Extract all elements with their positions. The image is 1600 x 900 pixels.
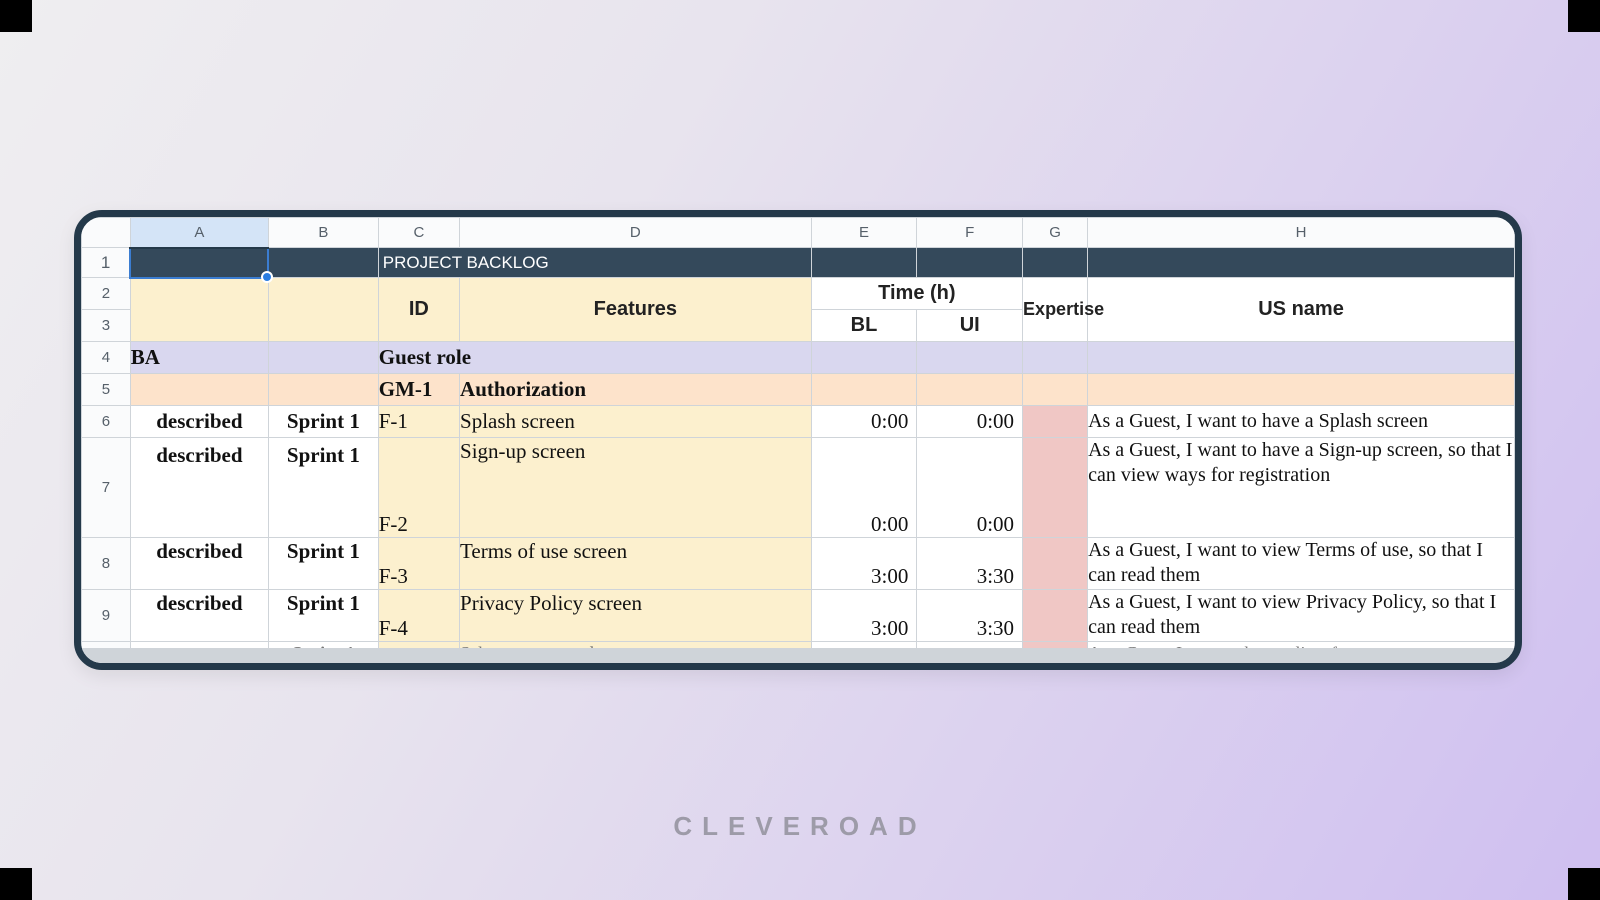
r2-sprint[interactable]: Sprint 1 bbox=[268, 538, 378, 590]
active-cell-A1[interactable] bbox=[130, 248, 268, 278]
row-header-2[interactable]: 2 bbox=[82, 278, 131, 310]
header-id[interactable]: ID bbox=[378, 278, 459, 342]
r3-bl[interactable]: 3:00 bbox=[811, 590, 917, 642]
r2-bl[interactable]: 3:00 bbox=[811, 538, 917, 590]
cell-B2[interactable] bbox=[268, 278, 378, 342]
col-header-H[interactable]: H bbox=[1088, 218, 1515, 248]
r0-us[interactable]: As a Guest, I want to have a Splash scre… bbox=[1088, 406, 1515, 438]
col-header-F[interactable]: F bbox=[917, 218, 1023, 248]
header-features[interactable]: Features bbox=[460, 278, 812, 342]
r2-id[interactable]: F-3 bbox=[378, 538, 459, 590]
header-bl[interactable]: BL bbox=[811, 310, 917, 342]
r3-sprint[interactable]: Sprint 1 bbox=[268, 590, 378, 642]
cell-A5[interactable] bbox=[130, 374, 268, 406]
r1-ui[interactable]: 0:00 bbox=[917, 438, 1023, 538]
r3-status[interactable]: described bbox=[130, 590, 268, 642]
section-a[interactable]: BA bbox=[130, 342, 268, 374]
row-header-6[interactable]: 6 bbox=[82, 406, 131, 438]
scrollbar-horizontal[interactable] bbox=[81, 648, 1515, 663]
header-time[interactable]: Time (h) bbox=[811, 278, 1022, 310]
r2-us[interactable]: As a Guest, I want to view Terms of use,… bbox=[1088, 538, 1515, 590]
row-header-8[interactable]: 8 bbox=[82, 538, 131, 590]
cell-B4[interactable] bbox=[268, 342, 378, 374]
subsection-feature[interactable]: Authorization bbox=[460, 374, 812, 406]
row-header-3[interactable]: 3 bbox=[82, 310, 131, 342]
fill-handle[interactable] bbox=[261, 271, 273, 283]
r2-expertise[interactable] bbox=[1023, 538, 1088, 590]
cell-A2[interactable] bbox=[130, 278, 268, 342]
watermark: CLEVEROAD bbox=[0, 811, 1600, 842]
row-header-1[interactable]: 1 bbox=[82, 248, 131, 278]
r1-expertise[interactable] bbox=[1023, 438, 1088, 538]
r3-expertise[interactable] bbox=[1023, 590, 1088, 642]
cell-B5[interactable] bbox=[268, 374, 378, 406]
col-header-G[interactable]: G bbox=[1023, 218, 1088, 248]
r2-feature[interactable]: Terms of use screen bbox=[460, 538, 812, 590]
spreadsheet[interactable]: A B C D E F G H 1 PROJECT BACKLOG 2 ID F… bbox=[81, 217, 1515, 666]
sheet-corner[interactable] bbox=[82, 218, 131, 248]
r1-bl[interactable]: 0:00 bbox=[811, 438, 917, 538]
r3-us[interactable]: As a Guest, I want to view Privacy Polic… bbox=[1088, 590, 1515, 642]
r1-feature[interactable]: Sign-up screen bbox=[460, 438, 812, 538]
subsection-id[interactable]: GM-1 bbox=[378, 374, 459, 406]
r0-status[interactable]: described bbox=[130, 406, 268, 438]
col-header-B[interactable]: B bbox=[268, 218, 378, 248]
col-header-A[interactable]: A bbox=[130, 218, 268, 248]
spreadsheet-frame: A B C D E F G H 1 PROJECT BACKLOG 2 ID F… bbox=[74, 210, 1522, 670]
col-header-C[interactable]: C bbox=[378, 218, 459, 248]
r3-id[interactable]: F-4 bbox=[378, 590, 459, 642]
col-header-E[interactable]: E bbox=[811, 218, 917, 248]
section-d[interactable]: Guest role bbox=[378, 342, 811, 374]
r0-bl[interactable]: 0:00 bbox=[811, 406, 917, 438]
r0-expertise[interactable] bbox=[1023, 406, 1088, 438]
r0-id[interactable]: F-1 bbox=[378, 406, 459, 438]
header-ui[interactable]: UI bbox=[917, 310, 1023, 342]
r0-sprint[interactable]: Sprint 1 bbox=[268, 406, 378, 438]
r2-ui[interactable]: 3:30 bbox=[917, 538, 1023, 590]
header-expertise[interactable]: Expertise bbox=[1023, 278, 1088, 342]
r1-id[interactable]: F-2 bbox=[378, 438, 459, 538]
r3-ui[interactable]: 3:30 bbox=[917, 590, 1023, 642]
row-header-7[interactable]: 7 bbox=[82, 438, 131, 538]
col-header-D[interactable]: D bbox=[460, 218, 812, 248]
header-usname[interactable]: US name bbox=[1088, 278, 1515, 342]
r0-feature[interactable]: Splash screen bbox=[460, 406, 812, 438]
r1-us[interactable]: As a Guest, I want to have a Sign-up scr… bbox=[1088, 438, 1515, 538]
r1-sprint[interactable]: Sprint 1 bbox=[268, 438, 378, 538]
title-cell[interactable]: PROJECT BACKLOG bbox=[378, 248, 811, 278]
row-header-5[interactable]: 5 bbox=[82, 374, 131, 406]
r2-status[interactable]: described bbox=[130, 538, 268, 590]
row-header-9[interactable]: 9 bbox=[82, 590, 131, 642]
r0-ui[interactable]: 0:00 bbox=[917, 406, 1023, 438]
r3-feature[interactable]: Privacy Policy screen bbox=[460, 590, 812, 642]
row-header-4[interactable]: 4 bbox=[82, 342, 131, 374]
r1-status[interactable]: described bbox=[130, 438, 268, 538]
